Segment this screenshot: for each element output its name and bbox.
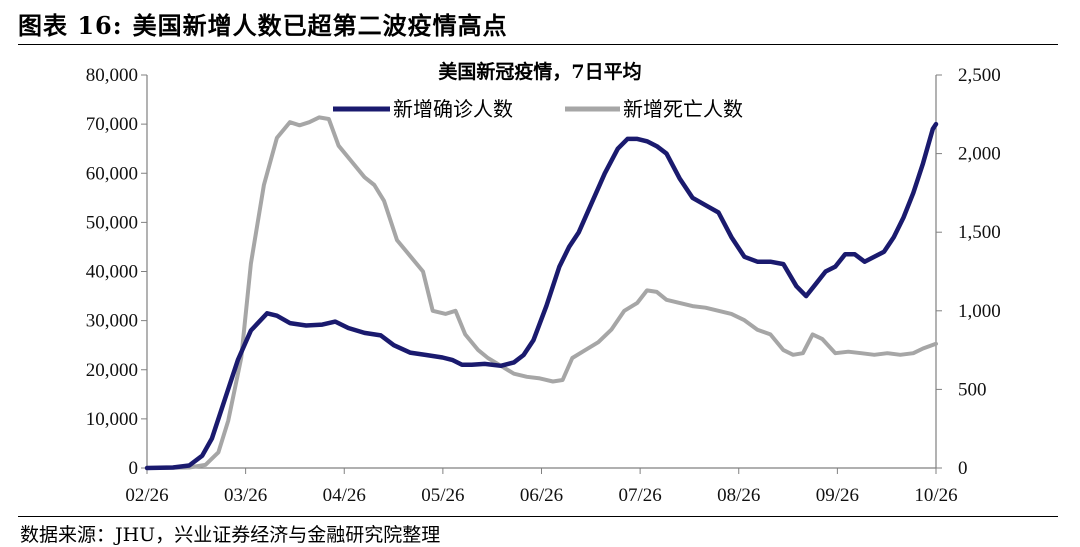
x-tick-label: 10/26 [914,485,957,506]
legend-label-cases: 新增确诊人数 [393,97,513,121]
y-left-tick-label: 20,000 [86,360,138,381]
y-right-tick-label: 500 [958,379,987,400]
plot-area [144,115,939,471]
footer-rule [18,516,1058,517]
y-left-tick-label: 10,000 [86,409,138,430]
y-left-tick-label: 30,000 [86,311,138,332]
y-left-tick-label: 70,000 [86,114,138,135]
legend-label-deaths: 新增死亡人数 [623,97,743,121]
y-left-tick-label: 80,000 [86,65,138,86]
y-right-tick-label: 0 [958,458,968,479]
x-tick-label: 02/26 [125,485,168,506]
series-line-new-cases [144,121,939,471]
x-tick-label: 03/26 [224,485,267,506]
figure-header: 图表 16: 美国新增人数已超第二波疫情高点 [18,6,518,41]
y-right-tick-label: 2,500 [958,65,1001,86]
figure-heading: 美国新增人数已超第二波疫情高点 [132,11,508,40]
legend: 新增确诊人数 新增死亡人数 [333,97,743,121]
x-tick-label: 05/26 [421,485,464,506]
x-tick-label: 08/26 [717,485,760,506]
y-right-tick-label: 1,500 [958,222,1001,243]
y-left-tick-label: 60,000 [86,163,138,184]
y-left-tick-label: 50,000 [86,212,138,233]
x-tick-label: 04/26 [323,485,366,506]
y-right-tick-label: 2,000 [958,144,1001,165]
figure-label: 图表 16: [18,11,123,40]
axes: 0 10,000 20,000 30,000 40,000 50,000 60,000 70,… [86,65,1001,506]
x-tick-label: 06/26 [520,485,563,506]
x-tick-label: 07/26 [618,485,661,506]
series-line-new-deaths [145,115,938,470]
y-left-tick-label: 40,000 [86,262,138,283]
y-left-tick-label: 0 [129,458,139,479]
x-tick-label: 09/26 [816,485,859,506]
chart-title: 美国新冠疫情，7日平均 [438,60,641,83]
header-rule [18,44,1058,45]
source-note: 数据来源：JHU，兴业证券经济与金融研究院整理 [20,524,441,546]
y-right-tick-label: 1,000 [958,301,1001,322]
